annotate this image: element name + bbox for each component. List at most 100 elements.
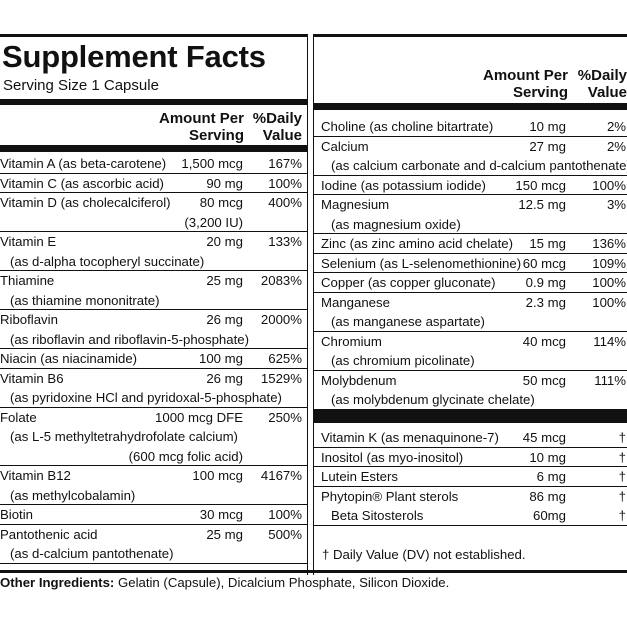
nutrient-name: Inositol (as myo-inositol) bbox=[321, 449, 464, 465]
nutrient-line: Vitamin B12 100 mcg 4167% bbox=[0, 466, 307, 485]
amount-value: 27 mg bbox=[529, 138, 566, 154]
daily-value: 1529% bbox=[260, 370, 302, 386]
nutrient-name: Lutein Esters bbox=[321, 469, 398, 484]
nutrient-line: (as manganese aspartate) bbox=[314, 312, 627, 331]
nutrient-row: Iodine (as potassium iodide) 150 mcg 100% bbox=[314, 176, 627, 195]
daily-value: † bbox=[618, 430, 626, 445]
nutrient-line: Thiamine 25 mg 2083% bbox=[0, 271, 307, 290]
nutrient-row: Manganese 2.3 mg 100% (as manganese asparta… bbox=[314, 293, 627, 332]
amount-value: 90 mg bbox=[206, 175, 243, 191]
nutrient-line: Vitamin A (as beta-carotene) 1,500 mcg 167… bbox=[0, 154, 307, 173]
daily-value: 111% bbox=[594, 372, 626, 388]
nutrient-row: Zinc (as zinc amino acid chelate) 15 mg 13… bbox=[314, 234, 627, 254]
daily-value: 114% bbox=[593, 333, 626, 349]
daily-value: 400% bbox=[268, 195, 302, 210]
nutrient-line: Vitamin E 20 mg 133% bbox=[0, 232, 307, 251]
nutrient-line: Molybdenum 50 mcg 111% bbox=[314, 371, 627, 390]
amount-value: 50 mcg bbox=[522, 372, 566, 388]
amount-value: 1,500 mcg bbox=[181, 156, 243, 171]
nutrient-line: Iodine (as potassium iodide) 150 mcg 100% bbox=[314, 176, 627, 195]
nutrient-name: Chromium bbox=[321, 333, 382, 349]
amount-value: 1000 mcg DFE bbox=[155, 409, 243, 425]
amount-value: 10 mg bbox=[529, 449, 566, 465]
daily-value: 167% bbox=[268, 156, 302, 171]
nutrient-name: Zinc (as zinc amino acid chelate) bbox=[321, 236, 514, 251]
daily-value: 100% bbox=[592, 177, 626, 193]
nutrient-row: Selenium (as L-selenomethionine) 60 mcg 10… bbox=[314, 254, 627, 273]
nutrient-line: (3,200 IU) bbox=[0, 213, 307, 232]
daily-value: † bbox=[618, 469, 626, 484]
daily-value: 3% bbox=[606, 197, 626, 212]
nutrient-line: Vitamin K (as menaquinone-7) 45 mcg † bbox=[314, 428, 627, 447]
nutrient-row: Niacin (as niacinamide) 100 mg 625% bbox=[0, 349, 307, 369]
nutrient-row: Magnesium 12.5 mg 3% (as magnesium oxide) bbox=[314, 195, 627, 234]
amount-value: 20 mg bbox=[206, 234, 243, 249]
nutrient-name: (as riboflavin and riboflavin-5-phosphat… bbox=[10, 331, 249, 347]
nutrient-name: Molybdenum bbox=[321, 372, 397, 388]
amount-value: 10 mg bbox=[529, 119, 566, 134]
nutrient-name: Selenium (as L-selenomethionine) bbox=[321, 255, 522, 271]
nutrient-line: (as d-calcium pantothenate) bbox=[0, 544, 307, 563]
nutrient-name: Calcium bbox=[321, 138, 369, 154]
nutrient-row: Thiamine 25 mg 2083% (as thiamine mononitra… bbox=[0, 271, 307, 310]
thick-rule bbox=[314, 103, 627, 110]
nutrient-name: (as magnesium oxide) bbox=[331, 216, 461, 232]
amount-value: 0.9 mg bbox=[525, 275, 566, 290]
daily-value: 625% bbox=[268, 351, 302, 366]
nutrient-name: Vitamin B6 bbox=[0, 370, 64, 386]
nutrient-name: (as calcium carbonate and d-calcium pant… bbox=[331, 158, 627, 173]
nutrient-row: Folate 1000 mcg DFE 250% (as L-5 methyltetr… bbox=[0, 408, 307, 466]
daily-value: 250% bbox=[268, 409, 302, 425]
nutrient-line: Lutein Esters 6 mg † bbox=[314, 467, 627, 486]
nutrient-name: Choline (as choline bitartrate) bbox=[321, 119, 494, 134]
nutrient-name: Vitamin A (as beta-carotene) bbox=[0, 156, 167, 171]
nutrient-line: Calcium 27 mg 2% bbox=[314, 137, 627, 156]
nutrient-line: Vitamin B6 26 mg 1529% bbox=[0, 369, 307, 388]
other-ingredients: Other Ingredients: Gelatin (Capsule), Di… bbox=[0, 575, 449, 590]
bottom-rule bbox=[0, 570, 627, 573]
nutrient-name: Magnesium bbox=[321, 197, 390, 212]
dv-header: %Daily Value bbox=[577, 67, 627, 101]
amount-value: 100 mg bbox=[199, 351, 243, 366]
thick-rule bbox=[0, 99, 307, 105]
nutrient-row: Vitamin C (as ascorbic acid) 90 mg 100% bbox=[0, 174, 307, 193]
nutrient-row: Chromium 40 mcg 114% (as chromium picolinat… bbox=[314, 332, 627, 371]
daily-value: † bbox=[618, 488, 626, 504]
nutrient-row: Choline (as choline bitartrate) 10 mg 2% bbox=[314, 117, 627, 137]
daily-value: 109% bbox=[592, 255, 626, 271]
nutrient-row: Vitamin D (as cholecalciferol) 80 mcg 400%… bbox=[0, 193, 307, 232]
amount-header: Amount Per Serving bbox=[158, 110, 244, 144]
daily-value: 100% bbox=[268, 175, 302, 191]
nutrient-row: Phytopin® Plant sterols 86 mg † Beta Sitost… bbox=[314, 487, 627, 526]
nutrient-line: Pantothenic acid 25 mg 500% bbox=[0, 525, 307, 544]
nutrient-line: (as molybdenum glycinate chelate) bbox=[314, 390, 627, 409]
amount-value: 6 mg bbox=[536, 469, 566, 484]
nutrient-name: Copper (as copper gluconate) bbox=[321, 275, 496, 290]
amount-value: 100 mcg bbox=[192, 468, 243, 483]
nutrient-name: Vitamin C (as ascorbic acid) bbox=[0, 175, 164, 191]
daily-value: † bbox=[618, 449, 626, 465]
amount-value: 40 mcg bbox=[522, 333, 566, 349]
amount-value: 26 mg bbox=[206, 370, 243, 386]
nutrient-line: Vitamin D (as cholecalciferol) 80 mcg 400% bbox=[0, 193, 307, 212]
nutrient-row: Vitamin E 20 mg 133% (as d-alpha tocopheryl… bbox=[0, 232, 307, 271]
nutrient-name: Iodine (as potassium iodide) bbox=[321, 177, 486, 193]
nutrient-row: Lutein Esters 6 mg † bbox=[314, 467, 627, 487]
daily-value: 2% bbox=[606, 138, 626, 154]
nutrient-row: Biotin 30 mcg 100% bbox=[0, 505, 307, 525]
nutrient-line: (as d-alpha tocopheryl succinate) bbox=[0, 252, 307, 271]
nutrient-row: Vitamin A (as beta-carotene) 1,500 mcg 167… bbox=[0, 154, 307, 174]
amount-value: 25 mg bbox=[206, 273, 243, 288]
nutrient-line: Inositol (as myo-inositol) 10 mg † bbox=[314, 448, 627, 467]
daily-value: 100% bbox=[268, 507, 302, 522]
nutrient-line: (600 mcg folic acid) bbox=[0, 447, 307, 466]
nutrient-row: Vitamin K (as menaquinone-7) 45 mcg † bbox=[314, 428, 627, 448]
nutrient-line: Beta Sitosterols 60mg † bbox=[314, 506, 627, 525]
nutrient-name: (as L-5 methyltetrahydrofolate calcium) bbox=[10, 429, 238, 444]
right-panel: Amount Per Serving %Daily Value Choline … bbox=[313, 34, 627, 575]
daily-value: 4167% bbox=[260, 468, 302, 483]
dv-header: %Daily Value bbox=[252, 110, 302, 144]
footnote: † Daily Value (DV) not established. bbox=[322, 547, 526, 562]
nutrient-line: Choline (as choline bitartrate) 10 mg 2% bbox=[314, 117, 627, 136]
nutrient-line: Phytopin® Plant sterols 86 mg † bbox=[314, 487, 627, 506]
